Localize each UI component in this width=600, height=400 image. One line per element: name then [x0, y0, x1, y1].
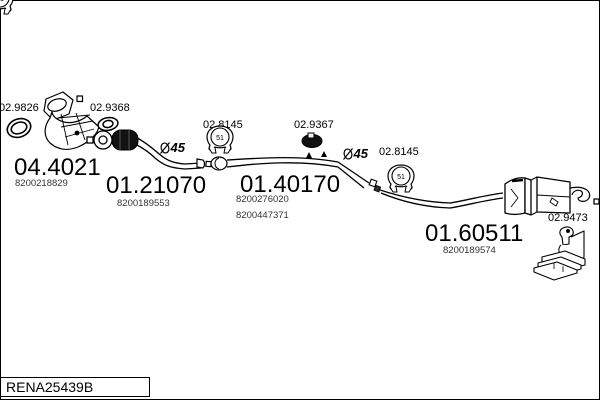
svg-text:51: 51 — [0, 0, 4, 3]
svg-text:8200218829: 8200218829 — [15, 178, 68, 189]
svg-text:02.9473: 02.9473 — [548, 212, 588, 224]
svg-text:02.9367: 02.9367 — [294, 119, 334, 131]
svg-text:02.8145: 02.8145 — [379, 146, 419, 158]
svg-text:02.9368: 02.9368 — [90, 102, 130, 114]
svg-text:8200447371: 8200447371 — [236, 210, 289, 221]
svg-text:01.21070: 01.21070 — [106, 172, 206, 199]
svg-text:8200189574: 8200189574 — [443, 245, 496, 256]
svg-text:01.60511: 01.60511 — [425, 220, 523, 247]
svg-text:8200276020: 8200276020 — [236, 194, 289, 205]
svg-text:04.4021: 04.4021 — [14, 154, 101, 181]
svg-text:02.9826: 02.9826 — [0, 102, 39, 114]
svg-text:8200189553: 8200189553 — [117, 198, 170, 209]
